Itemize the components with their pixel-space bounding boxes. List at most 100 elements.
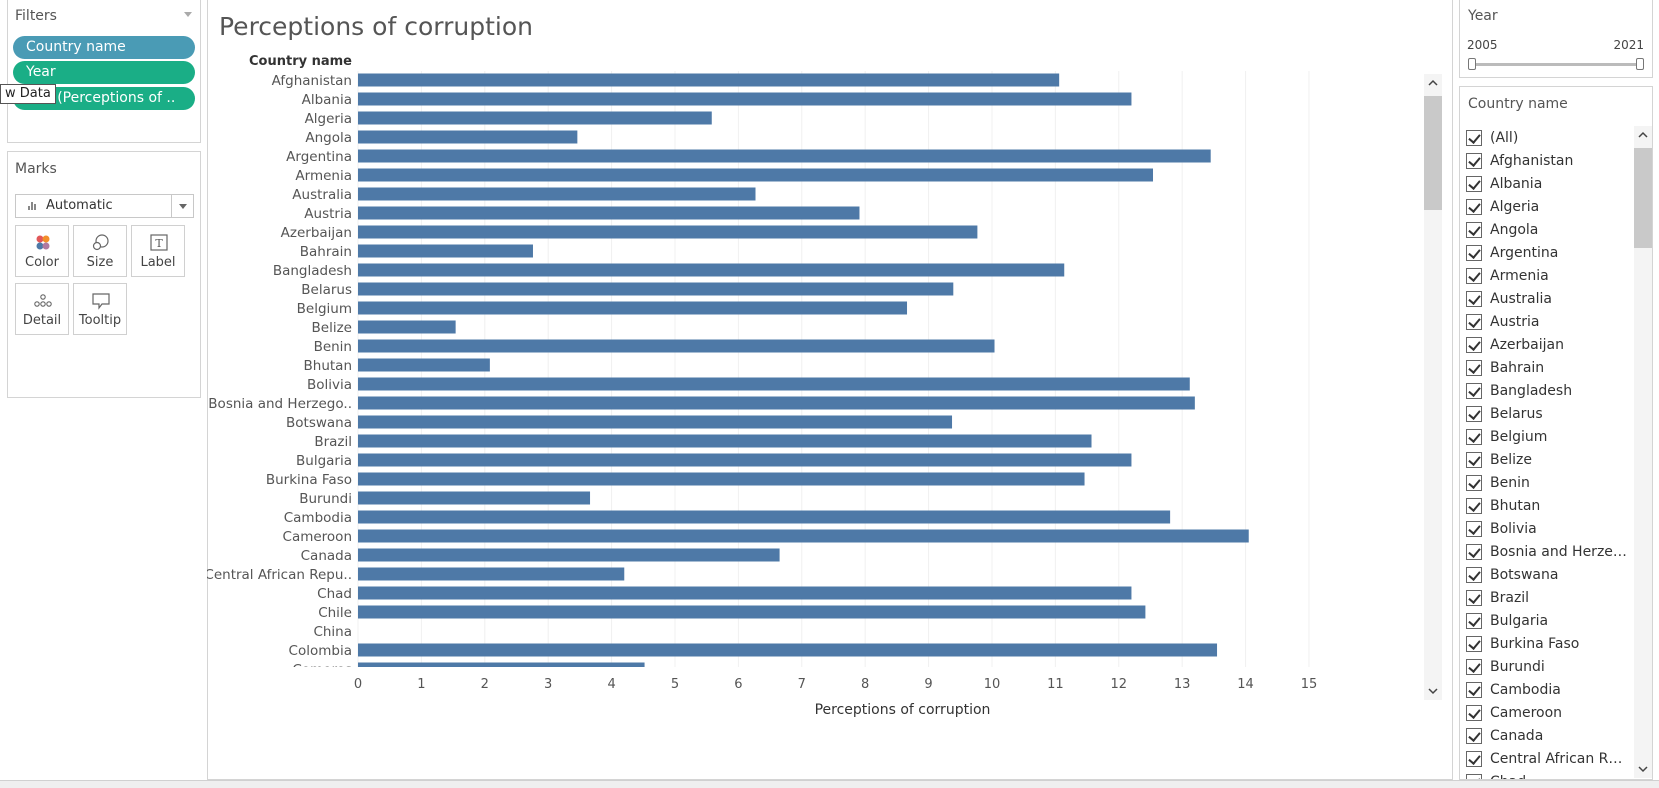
- filter-pill-year[interactable]: Year: [13, 61, 195, 84]
- marks-tooltip-button[interactable]: Tooltip: [73, 283, 127, 335]
- checkbox-checked-icon[interactable]: [1466, 474, 1482, 491]
- x-tick-label: 5: [671, 677, 679, 692]
- checkbox-checked-icon[interactable]: [1466, 566, 1482, 583]
- checkbox-checked-icon[interactable]: [1466, 727, 1482, 744]
- bar: [358, 130, 578, 144]
- checkbox-checked-icon[interactable]: [1466, 635, 1482, 652]
- country-checkbox-item[interactable]: Canada: [1466, 724, 1630, 747]
- chevron-up-icon[interactable]: [1428, 78, 1438, 88]
- country-list-scrollbar[interactable]: [1634, 126, 1652, 778]
- checkbox-checked-icon[interactable]: [1466, 704, 1482, 721]
- checkbox-checked-icon[interactable]: [1466, 681, 1482, 698]
- bar: [358, 586, 1132, 600]
- marks-color-button[interactable]: Color: [15, 225, 69, 277]
- checkbox-checked-icon[interactable]: [1466, 589, 1482, 606]
- scrollbar-thumb[interactable]: [1424, 96, 1442, 210]
- category-label: Argentina: [286, 149, 352, 165]
- country-checkbox-item[interactable]: Benin: [1466, 471, 1630, 494]
- country-checkbox-item[interactable]: Angola: [1466, 218, 1630, 241]
- bar: [358, 358, 490, 372]
- country-checkbox-item[interactable]: Belarus: [1466, 402, 1630, 425]
- country-checkbox-item[interactable]: Belgium: [1466, 425, 1630, 448]
- checkbox-checked-icon[interactable]: [1466, 129, 1482, 146]
- filter-pill-perceptions-sum[interactable]: SUM(Perceptions of ..: [13, 87, 195, 110]
- country-checkbox-label: Angola: [1490, 221, 1539, 238]
- checkbox-checked-icon[interactable]: [1466, 382, 1482, 399]
- country-checkbox-item[interactable]: Austria: [1466, 310, 1630, 333]
- checkbox-checked-icon[interactable]: [1466, 612, 1482, 629]
- checkbox-checked-icon[interactable]: [1466, 658, 1482, 675]
- country-checkbox-item[interactable]: Central African R…: [1466, 747, 1630, 770]
- filter-pill-country-name[interactable]: Country name: [13, 36, 195, 59]
- country-checkbox-item[interactable]: Botswana: [1466, 563, 1630, 586]
- mark-type-select[interactable]: Automatic: [15, 194, 194, 218]
- country-checkbox-item[interactable]: Bosnia and Herze…: [1466, 540, 1630, 563]
- country-checkbox-item[interactable]: (All): [1466, 126, 1630, 149]
- country-checkbox-item[interactable]: Azerbaijan: [1466, 333, 1630, 356]
- country-checkbox-label: Azerbaijan: [1490, 336, 1564, 353]
- x-tick-label: 0: [354, 677, 362, 692]
- checkbox-checked-icon[interactable]: [1466, 405, 1482, 422]
- country-checkbox-item[interactable]: Cameroon: [1466, 701, 1630, 724]
- country-checkbox-item[interactable]: Armenia: [1466, 264, 1630, 287]
- category-label: Benin: [314, 339, 352, 355]
- checkbox-checked-icon[interactable]: [1466, 198, 1482, 215]
- country-checkbox-item[interactable]: Bahrain: [1466, 356, 1630, 379]
- bar: [358, 168, 1154, 182]
- country-checkbox-item[interactable]: Chad: [1466, 770, 1630, 779]
- category-label: Bhutan: [304, 358, 353, 374]
- country-checkbox-item[interactable]: Brazil: [1466, 586, 1630, 609]
- country-checkbox-item[interactable]: Albania: [1466, 172, 1630, 195]
- country-checkbox-item[interactable]: Cambodia: [1466, 678, 1630, 701]
- checkbox-checked-icon[interactable]: [1466, 543, 1482, 560]
- checkbox-checked-icon[interactable]: [1466, 750, 1482, 767]
- country-checkbox-item[interactable]: Afghanistan: [1466, 149, 1630, 172]
- filters-menu-arrow-icon[interactable]: [184, 12, 192, 17]
- chevron-down-icon[interactable]: [171, 195, 193, 217]
- country-checkbox-item[interactable]: Bolivia: [1466, 517, 1630, 540]
- checkbox-checked-icon[interactable]: [1466, 290, 1482, 307]
- checkbox-checked-icon[interactable]: [1466, 152, 1482, 169]
- bar-chart[interactable]: Country name Afghanistan Albania Algeria Ang…: [207, 55, 1443, 765]
- bar: [358, 73, 1060, 87]
- checkbox-checked-icon[interactable]: [1466, 359, 1482, 376]
- checkbox-checked-icon[interactable]: [1466, 336, 1482, 353]
- country-checkbox-item[interactable]: Belize: [1466, 448, 1630, 471]
- country-checkbox-item[interactable]: Burundi: [1466, 655, 1630, 678]
- chevron-up-icon[interactable]: [1638, 130, 1648, 140]
- country-checkbox-item[interactable]: Argentina: [1466, 241, 1630, 264]
- year-slider-min-handle[interactable]: [1468, 58, 1476, 70]
- country-checkbox-item[interactable]: Bulgaria: [1466, 609, 1630, 632]
- country-checkbox-item[interactable]: Bangladesh: [1466, 379, 1630, 402]
- checkbox-checked-icon[interactable]: [1466, 244, 1482, 261]
- year-slider-max-handle[interactable]: [1636, 58, 1644, 70]
- country-checkbox-item[interactable]: Burkina Faso: [1466, 632, 1630, 655]
- checkbox-checked-icon[interactable]: [1466, 497, 1482, 514]
- chart-title: Perceptions of corruption: [219, 12, 533, 41]
- country-checkbox-item[interactable]: Australia: [1466, 287, 1630, 310]
- chevron-down-icon[interactable]: [1428, 686, 1438, 696]
- country-checkbox-label: Benin: [1490, 474, 1530, 491]
- checkbox-checked-icon[interactable]: [1466, 175, 1482, 192]
- country-checkbox-item[interactable]: Bhutan: [1466, 494, 1630, 517]
- marks-size-button[interactable]: Size: [73, 225, 127, 277]
- marks-detail-button[interactable]: Detail: [15, 283, 69, 335]
- category-label: Australia: [292, 187, 352, 203]
- year-slider-track[interactable]: [1470, 63, 1642, 66]
- checkbox-checked-icon[interactable]: [1466, 267, 1482, 284]
- checkbox-checked-icon[interactable]: [1466, 428, 1482, 445]
- checkbox-checked-icon[interactable]: [1466, 451, 1482, 468]
- bar: [358, 339, 995, 353]
- scrollbar-thumb[interactable]: [1634, 148, 1652, 248]
- row-header: Country name: [249, 55, 352, 69]
- chart-vertical-scrollbar[interactable]: [1424, 74, 1442, 700]
- checkbox-checked-icon[interactable]: [1466, 520, 1482, 537]
- category-label: Austria: [304, 206, 352, 222]
- checkbox-checked-icon[interactable]: [1466, 221, 1482, 238]
- bar: [358, 282, 954, 296]
- checkbox-checked-icon[interactable]: [1466, 773, 1482, 779]
- marks-label-button[interactable]: T Label: [131, 225, 185, 277]
- country-checkbox-item[interactable]: Algeria: [1466, 195, 1630, 218]
- chevron-down-icon[interactable]: [1638, 764, 1648, 774]
- checkbox-checked-icon[interactable]: [1466, 313, 1482, 330]
